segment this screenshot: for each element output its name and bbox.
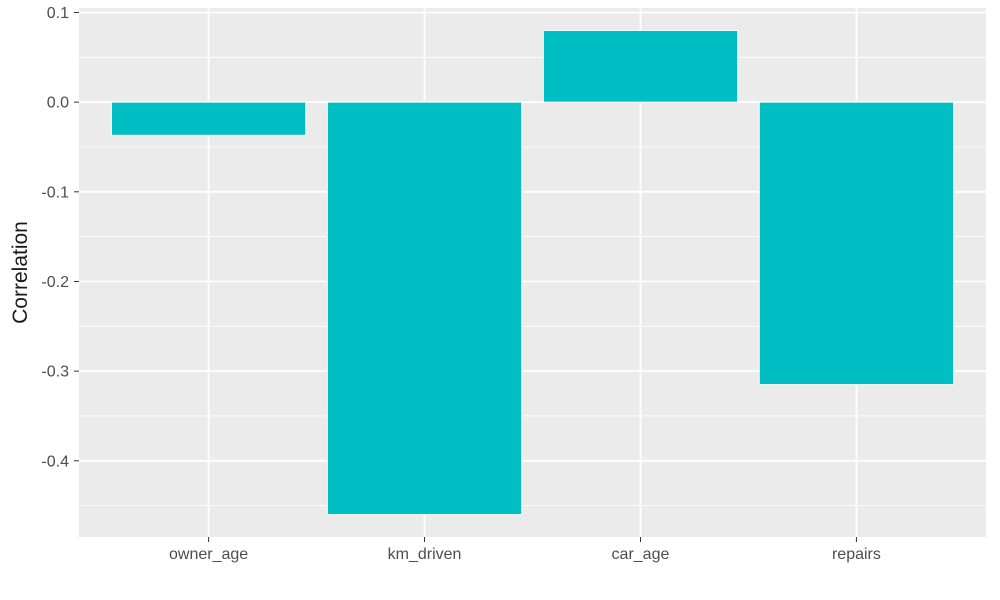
y-axis-ticks: 0.1 0.0 -0.1 -0.2 -0.3 -0.4 [41,5,79,470]
y-tick-label: -0.2 [41,274,69,291]
x-tick-label: car_age [612,546,670,563]
x-tick-label: repairs [832,546,881,563]
y-tick-label: -0.4 [41,453,69,470]
y-tick-label: -0.3 [41,364,69,381]
x-tick-label: km_driven [388,546,462,563]
bar-owner_age [110,101,307,136]
y-tick-label: 0.1 [47,5,69,22]
bars [110,29,955,516]
y-axis-title: Correlation [9,221,32,324]
y-tick-label: -0.1 [41,184,69,201]
x-axis-ticks: owner_age km_driven car_age repairs [169,537,881,563]
x-tick-label: owner_age [169,546,248,563]
bar-repairs [758,101,955,386]
minor-gridlines [79,56,986,507]
bar-car_age [542,29,739,103]
bar-km_driven [326,101,523,516]
y-tick-label: 0.0 [47,95,69,112]
